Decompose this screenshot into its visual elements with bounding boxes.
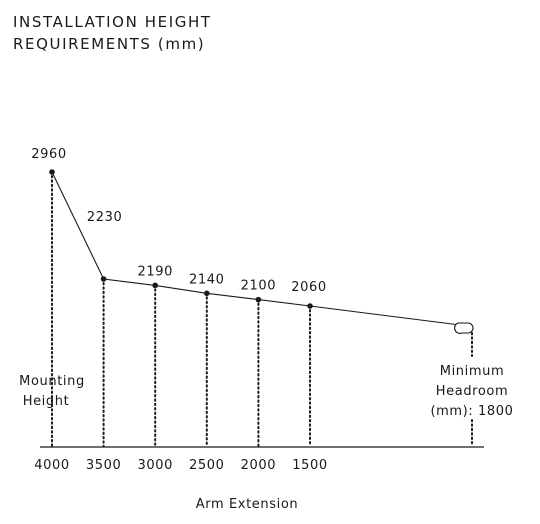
headroom-label-line-3: (mm): 1800	[430, 404, 513, 419]
arm-end-loop	[454, 322, 474, 334]
chart-marks: 2960 2230 2190 2140 2100 2060 4000 3500 3000 2500…	[31, 147, 461, 473]
point-label-2190: 2190	[137, 264, 172, 279]
point-2190	[152, 282, 158, 289]
x-tick-2000: 2000	[241, 458, 276, 473]
x-tick-3500: 3500	[86, 458, 121, 473]
x-tick-3000: 3000	[137, 458, 172, 473]
point-label-2140: 2140	[189, 272, 224, 287]
point-2140	[204, 290, 210, 297]
point-label-2230: 2230	[87, 210, 122, 225]
headroom-label-line-1: Minimum	[440, 364, 504, 379]
x-tick-2500: 2500	[189, 458, 224, 473]
x-axis-title: Arm Extension	[196, 497, 298, 512]
arm-line	[51, 171, 461, 326]
x-tick-4000: 4000	[34, 458, 69, 473]
mounting-label-line-1: Mounting	[19, 374, 85, 389]
mounting-label-line-2: Height	[23, 394, 70, 409]
point-label-2100: 2100	[241, 279, 276, 294]
point-label-2060: 2060	[291, 280, 326, 295]
chart-title: INSTALLATION HEIGHT REQUIREMENTS (mm)	[13, 11, 212, 55]
headroom-label-line-2: Headroom	[436, 384, 508, 399]
point-2960	[49, 169, 55, 175]
chart-title-line-1: INSTALLATION HEIGHT	[13, 13, 212, 31]
point-2100	[255, 296, 262, 303]
point-2230	[100, 276, 107, 282]
chart-title-line-2: REQUIREMENTS (mm)	[13, 35, 206, 53]
point-label-2960: 2960	[31, 147, 66, 162]
x-tick-1500: 1500	[292, 458, 327, 473]
point-2060	[307, 303, 313, 309]
